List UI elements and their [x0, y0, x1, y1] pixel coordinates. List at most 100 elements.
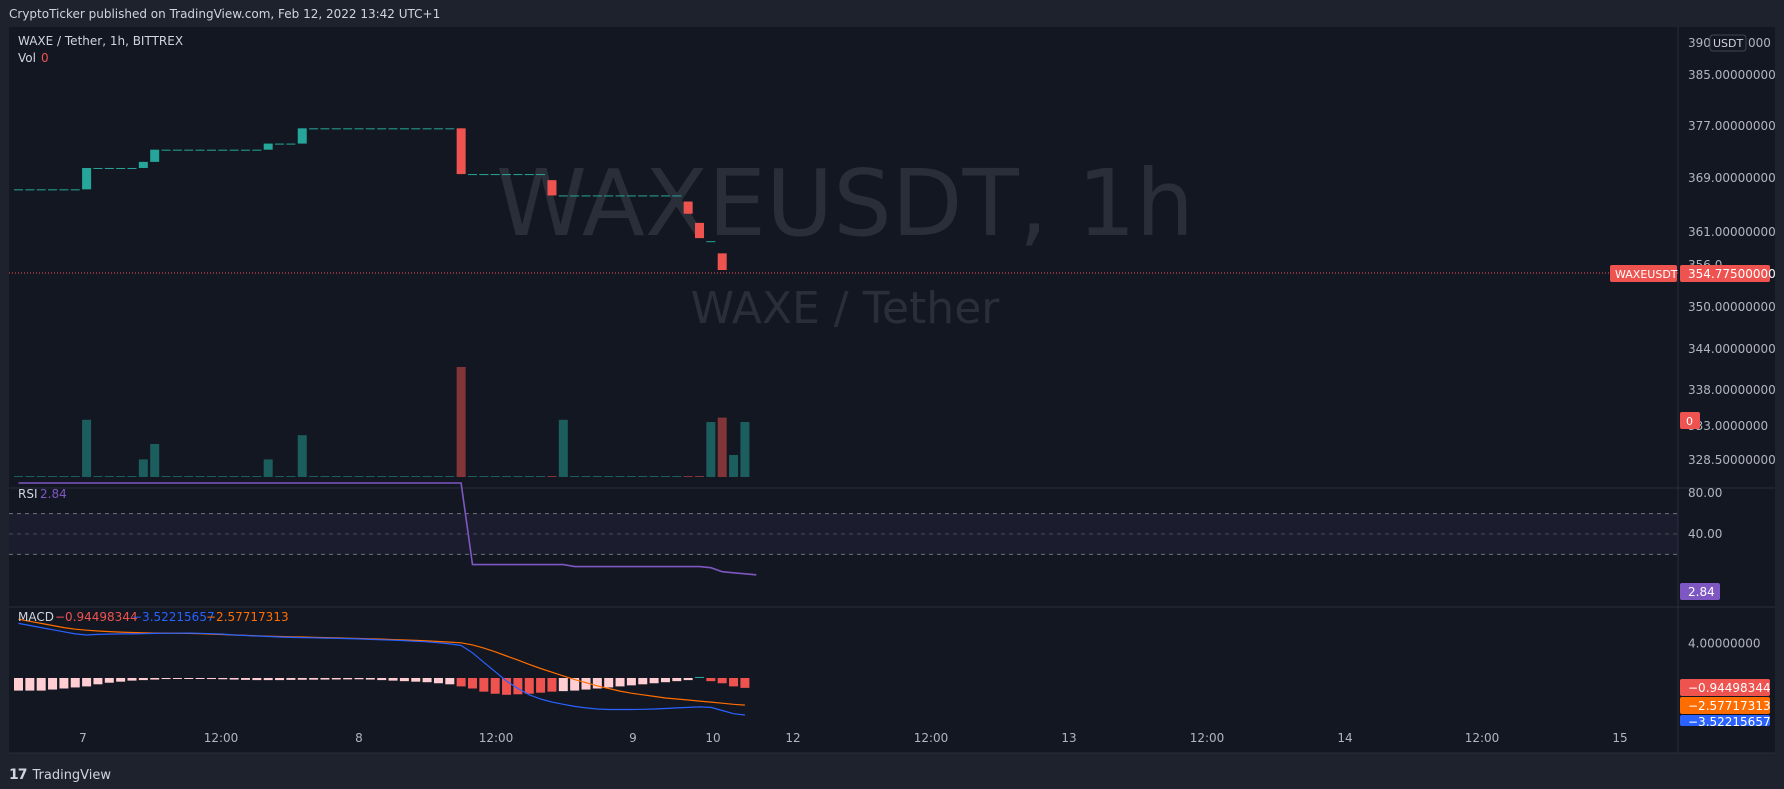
candle-body — [695, 222, 704, 239]
macd-histogram-bar — [683, 678, 693, 681]
candle-body — [59, 189, 69, 191]
price-axis-label: 328.50000000 — [1688, 453, 1776, 467]
rsi-legend-label: RSI — [18, 487, 38, 501]
watermark: WAXEUSDT, 1h WAXE / Tether — [496, 150, 1194, 334]
volume-bar — [581, 476, 591, 477]
time-axis-label: 7 — [79, 731, 87, 745]
macd-histogram-bar — [729, 678, 739, 687]
price-axis-label: 350.00000000 — [1688, 300, 1776, 314]
volume-bar — [229, 476, 239, 477]
macd-histogram-bar — [206, 678, 216, 680]
volume-bar — [320, 476, 330, 477]
volume-bar — [547, 476, 557, 477]
volume-bar — [93, 476, 103, 477]
volume-bar — [524, 476, 534, 477]
macd-histogram-bar — [275, 678, 285, 681]
volume-bar — [468, 476, 477, 477]
macd-histogram-bar — [354, 678, 364, 680]
time-axis-label: 12:00 — [204, 731, 239, 745]
macd-histogram-bar — [581, 678, 591, 690]
candle-body — [343, 128, 353, 130]
volume-bar — [116, 476, 126, 477]
macd-histogram-bar — [82, 678, 92, 687]
macd-histogram-bar — [558, 678, 568, 692]
macd-histogram-bar — [672, 678, 682, 682]
price-candles — [14, 128, 727, 270]
rsi-badge — [1680, 583, 1720, 600]
macd-histogram-bar — [365, 678, 375, 680]
macd-histogram-bar — [388, 678, 398, 681]
volume-bar — [490, 476, 500, 477]
volume-bar — [422, 476, 432, 477]
macd-histogram-bar — [536, 678, 546, 693]
time-axis-label: 12 — [785, 731, 800, 745]
volume-bar — [252, 476, 262, 477]
rsi-axis-label: 40.00 — [1688, 527, 1722, 541]
candle-body — [70, 189, 80, 191]
macd-histogram-bar — [626, 678, 636, 686]
candle-body — [354, 128, 364, 130]
candle-body — [399, 128, 409, 130]
volume-bar — [82, 419, 92, 477]
volume-bar — [172, 476, 182, 477]
macd-histogram-bar — [286, 678, 296, 680]
candle-body — [104, 167, 114, 169]
macd-histogram-bar — [116, 678, 126, 682]
volume-bar — [626, 476, 636, 477]
macd-histogram-bar — [36, 678, 46, 691]
macd-histogram-bar — [172, 678, 182, 679]
axes: 385.00000000 377.00000000 369.00000000 361.… — [79, 68, 1776, 745]
macd-histogram-bar — [161, 678, 171, 680]
time-axis-label: 12:00 — [1465, 731, 1500, 745]
candle-body — [365, 128, 375, 130]
volume-bar — [59, 476, 69, 477]
watermark-name: WAXE / Tether — [691, 283, 1001, 334]
time-axis-label: 10 — [705, 731, 720, 745]
volume-bar — [184, 476, 194, 477]
candle-body — [502, 174, 512, 176]
macd-signal-line — [18, 618, 745, 706]
volume-axis-badge — [1680, 412, 1700, 429]
macd-signal-badge-text: −2.57717313 — [1688, 699, 1771, 713]
volume-bar — [570, 476, 580, 477]
volume-bar — [513, 476, 523, 477]
volume-bar — [36, 476, 46, 477]
candle-body — [490, 174, 500, 176]
volume-bar — [399, 476, 409, 477]
macd-histogram-bar — [331, 678, 341, 680]
volume-bar — [445, 476, 455, 477]
candle-body — [195, 149, 205, 151]
candle-body — [570, 195, 580, 197]
macd-histogram-bar — [25, 678, 35, 691]
candle-body — [138, 161, 148, 168]
macd-histogram-bar — [513, 678, 523, 695]
macd-legend-label: MACD — [18, 610, 54, 624]
price-axis-label: 338.00000000 — [1688, 383, 1776, 397]
candle-body — [252, 149, 262, 151]
volume-bar — [706, 422, 716, 477]
macd-line-badge-text: −3.52215657 — [1688, 715, 1771, 729]
macd-group — [14, 618, 750, 716]
volume-bar — [127, 476, 137, 477]
volume-bar — [456, 367, 466, 477]
macd-histogram-bar — [127, 678, 137, 681]
candle-body — [445, 128, 455, 130]
time-axis-label: 9 — [629, 731, 637, 745]
candle-body — [672, 195, 682, 197]
macd-histogram-bar — [717, 678, 727, 684]
candle-body — [433, 128, 443, 130]
last-price-text: 354.77500000 — [1688, 267, 1776, 281]
candle-body — [524, 174, 534, 176]
time-axis-label: 12:00 — [914, 731, 949, 745]
volume-bar — [592, 476, 602, 477]
candle-body — [468, 174, 477, 176]
chart-background — [9, 27, 1775, 753]
volume-bars — [14, 367, 750, 477]
volume-bar — [70, 476, 80, 477]
candle-body — [649, 195, 659, 197]
candle-body — [513, 174, 523, 176]
macd-histogram-bar — [320, 678, 330, 680]
macd-histogram-bar — [660, 678, 670, 683]
macd-histogram-bar — [241, 678, 250, 680]
